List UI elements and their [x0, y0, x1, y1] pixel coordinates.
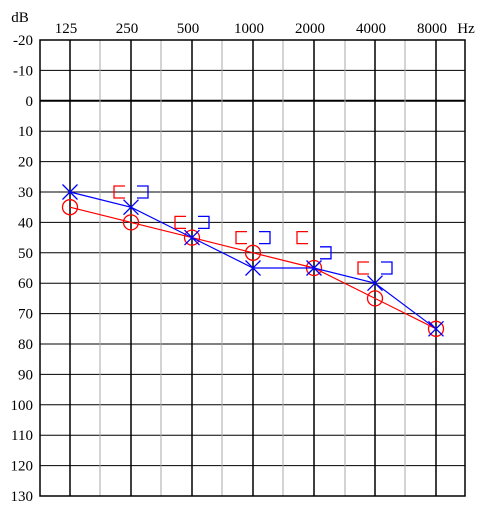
marker-circle [183, 229, 201, 246]
marker-bracket-right [198, 215, 210, 230]
x-tick-label: 500 [177, 21, 200, 37]
y-tick-label: 90 [18, 367, 33, 383]
y-tick-label: 70 [18, 307, 33, 323]
tick-labels: -20 -10 0 10 20 30 40 50 60 70 80 90 100 110 120 130 125… [11, 21, 448, 505]
marker-cross [306, 260, 322, 276]
y-tick-label: 130 [11, 489, 34, 505]
series-bracket-right [137, 185, 393, 275]
marker-bracket-left [113, 185, 125, 199]
marker-bracket-right [137, 185, 149, 199]
marker-circle [122, 214, 140, 231]
y-tick-label: 30 [18, 185, 33, 201]
marker-bracket-right [381, 261, 393, 275]
marker-bracket-left [174, 215, 186, 230]
marker-cross [245, 260, 261, 276]
x-tick-label: 1000 [234, 21, 264, 37]
marker-cross [184, 229, 200, 246]
y-axis-label: dB [11, 10, 29, 26]
marker-bracket-right [259, 230, 271, 245]
y-tick-label: -10 [13, 63, 33, 79]
grid [39, 39, 466, 497]
marker-bracket-left [296, 230, 308, 245]
y-tick-label: 50 [18, 246, 33, 262]
series-line-circle [69, 206, 437, 330]
x-tick-label: 2000 [295, 21, 325, 37]
marker-circle [244, 244, 262, 261]
marker-bracket-left [357, 261, 369, 275]
y-tick-label: -20 [13, 33, 33, 49]
marker-cross [367, 275, 383, 292]
y-tick-label: 110 [11, 428, 33, 444]
series-bracket-left [113, 185, 369, 275]
marker-circle [366, 290, 384, 307]
series [61, 184, 445, 337]
x-tick-label: 250 [116, 21, 139, 37]
x-tick-label: 4000 [356, 21, 386, 37]
x-axis-label: Hz [457, 21, 475, 37]
marker-circle [427, 320, 445, 337]
y-tick-label: 10 [18, 124, 33, 140]
y-tick-label: 120 [11, 459, 34, 475]
x-tick-label: 8000 [417, 21, 447, 37]
y-tick-label: 40 [18, 215, 33, 231]
series-circle [61, 199, 445, 337]
x-tick-label: 125 [55, 21, 78, 37]
marker-bracket-right [320, 246, 332, 260]
plot-frame [39, 39, 466, 497]
marker-bracket-left [235, 230, 247, 245]
marker-cross [428, 320, 444, 337]
marker-cross [123, 199, 139, 216]
y-tick-label: 20 [18, 155, 33, 171]
marker-cross [62, 184, 78, 200]
y-tick-label: 0 [26, 94, 34, 110]
y-tick-label: 100 [11, 398, 34, 414]
series-cross [62, 184, 444, 337]
y-tick-label: 60 [18, 276, 33, 292]
marker-circle [61, 199, 79, 216]
y-tick-label: 80 [18, 337, 33, 353]
